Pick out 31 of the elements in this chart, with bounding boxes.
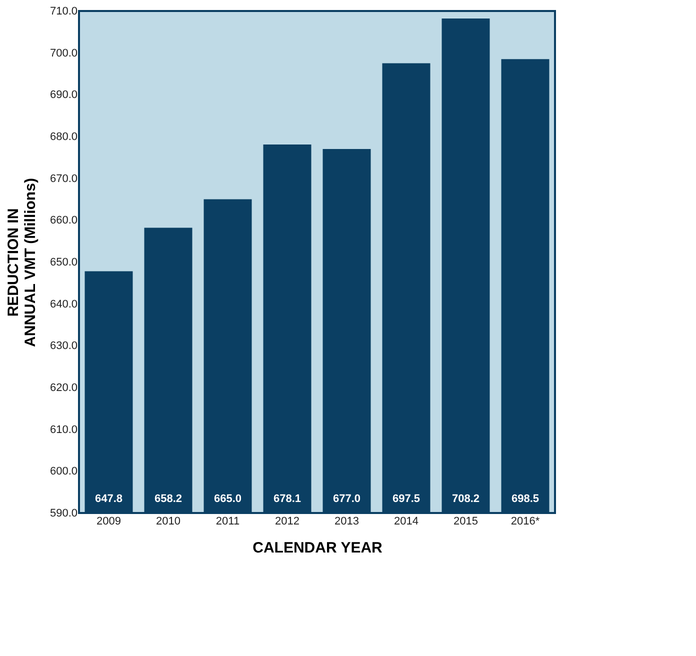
y-tick-label: 610.0 — [50, 424, 78, 436]
data-label: 677.0 — [332, 493, 361, 505]
y-tick-label: 700.0 — [50, 47, 78, 60]
x-tick-label: 2016* — [510, 516, 540, 528]
data-label: 708.2 — [452, 493, 480, 505]
y-tick-label: 620.0 — [50, 382, 78, 394]
x-tick-label: 2009 — [96, 516, 121, 528]
y-axis-title: REDUCTION IN ANNUAL VMT (Millions) — [4, 178, 39, 347]
data-label: 698.5 — [511, 493, 540, 505]
y-tick-label: 640.0 — [50, 298, 78, 310]
data-label: 678.1 — [273, 493, 302, 505]
data-label: 665.0 — [214, 493, 242, 505]
y-tick-label: 710.0 — [50, 6, 78, 18]
x-tick-label: 2012 — [275, 516, 300, 528]
y-tick-label: 650.0 — [50, 256, 78, 268]
y-tick-label: 670.0 — [50, 172, 78, 185]
x-tick-label: 2015 — [454, 516, 478, 528]
y-tick-label: 630.0 — [50, 340, 78, 352]
y-tick-label: 680.0 — [50, 131, 78, 143]
y-tick-label: 600.0 — [50, 466, 78, 478]
data-label: 658.2 — [154, 493, 182, 505]
x-tick-label: 2014 — [394, 516, 418, 528]
y-tick-label: 660.0 — [50, 214, 78, 227]
x-tick-label: 2011 — [216, 516, 240, 528]
y-tick-label: 590.0 — [50, 508, 78, 520]
data-label: 697.5 — [392, 493, 420, 505]
x-tick-label: 2010 — [156, 516, 180, 528]
x-axis-title: CALENDAR YEAR — [252, 540, 383, 556]
x-tick-label: 2013 — [334, 516, 359, 528]
y-tick-label: 690.0 — [50, 89, 78, 102]
data-label: 647.8 — [94, 493, 123, 505]
